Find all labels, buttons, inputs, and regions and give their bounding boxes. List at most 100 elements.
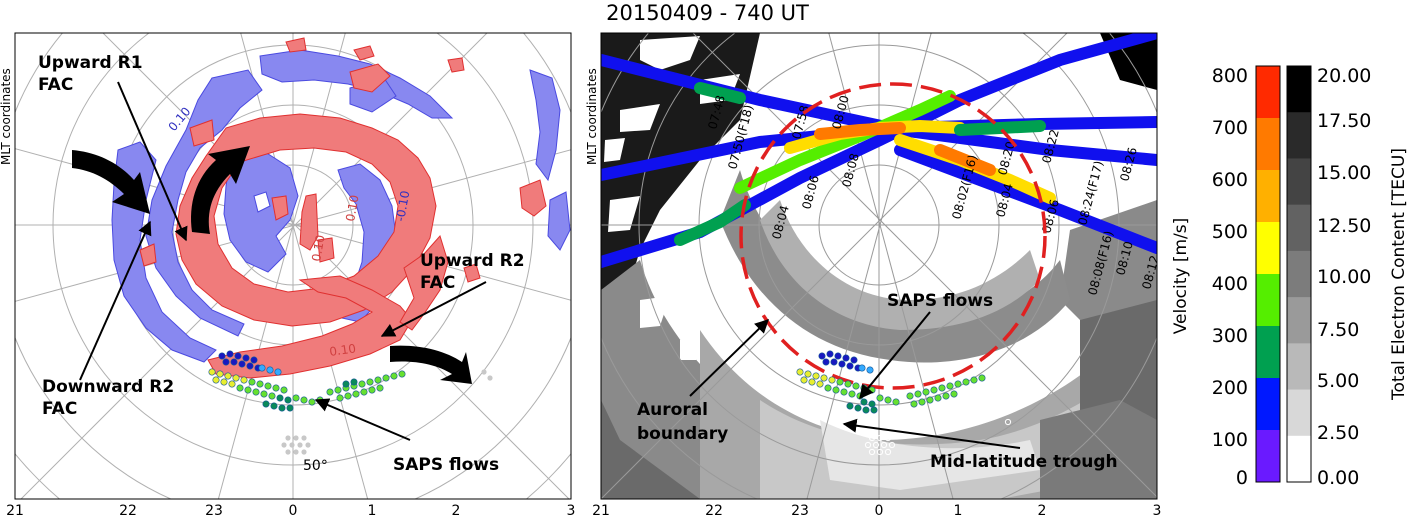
velocity-swatch bbox=[1256, 170, 1280, 223]
figure-title: 20150409 - 740 UT bbox=[606, 1, 809, 25]
pointer-line bbox=[842, 418, 1021, 449]
tec-swatch bbox=[1287, 389, 1311, 437]
x-tick: 21 bbox=[6, 503, 24, 519]
contour-label: 0.10 bbox=[343, 194, 361, 223]
velocity-tick: 200 bbox=[1212, 377, 1248, 399]
upward-r1-label: Upward R1 bbox=[38, 53, 143, 73]
tec-tick: 2.50 bbox=[1317, 422, 1359, 444]
upward-r2-label: Upward R2 bbox=[420, 251, 525, 271]
latitude-label: 50° bbox=[303, 458, 328, 474]
tec-colorbar: 20.00 17.50 15.00 12.50 10.00 7.50 5.00 … bbox=[1286, 65, 1409, 489]
right-pointer-lines bbox=[689, 311, 1021, 449]
x-tick: 3 bbox=[567, 503, 576, 519]
left-panel: 0.10 0.10 0.10 -0.10 0.10 50° bbox=[0, 32, 575, 519]
velocity-ticks: 800 700 600 500 400 300 200 100 0 bbox=[1212, 65, 1248, 489]
tec-ticks: 20.00 17.50 15.00 12.50 10.00 7.50 5.00 … bbox=[1317, 65, 1371, 489]
left-saps-vectors bbox=[208, 350, 493, 455]
x-tick: 2 bbox=[1038, 503, 1047, 519]
x-tick: 22 bbox=[119, 503, 137, 519]
x-tick: 2 bbox=[452, 503, 461, 519]
x-tick: 0 bbox=[289, 503, 298, 519]
velocity-swatch bbox=[1256, 378, 1280, 431]
satellite-track bbox=[674, 199, 751, 246]
tec-tick: 5.00 bbox=[1317, 370, 1359, 392]
x-tick: 23 bbox=[205, 503, 223, 519]
left-annotations: Upward R1 FAC Upward R2 FAC Downward R2 … bbox=[38, 53, 525, 475]
trough-label: Mid-latitude trough bbox=[930, 452, 1118, 472]
velocity-swatch bbox=[1256, 118, 1280, 171]
contour-label: 0.10 bbox=[309, 234, 327, 263]
tec-tick: 17.50 bbox=[1317, 110, 1371, 132]
tec-swatch bbox=[1287, 297, 1311, 344]
velocity-tick: 400 bbox=[1212, 273, 1248, 295]
tec-tick: 15.00 bbox=[1317, 162, 1371, 184]
velocity-tick: 0 bbox=[1236, 467, 1248, 489]
left-pointer-lines bbox=[79, 81, 487, 441]
x-tick: 0 bbox=[875, 503, 884, 519]
tec-tick: 20.00 bbox=[1317, 65, 1371, 87]
satellite-track bbox=[954, 120, 1046, 136]
right-x-ticks: 21 22 23 0 1 2 3 bbox=[592, 503, 1161, 519]
tec-map bbox=[601, 33, 1157, 499]
velocity-tick: 300 bbox=[1212, 325, 1248, 347]
velocity-label: Velocity [m/s] bbox=[1171, 218, 1191, 335]
velocity-swatch bbox=[1256, 66, 1280, 119]
left-polar-grid bbox=[15, 33, 571, 499]
tec-swatch bbox=[1287, 112, 1311, 159]
pointer-line bbox=[79, 220, 152, 381]
left-frame bbox=[14, 32, 572, 500]
upward-fac-regions bbox=[139, 37, 547, 379]
auroral-boundary-label-2: boundary bbox=[637, 424, 728, 444]
tec-swatch bbox=[1287, 250, 1311, 298]
auroral-boundary-label: Auroral bbox=[637, 400, 708, 420]
tec-tick: 7.50 bbox=[1317, 319, 1359, 341]
tec-swatch bbox=[1287, 204, 1311, 252]
satellite-track bbox=[814, 122, 906, 140]
velocity-swatch bbox=[1256, 326, 1280, 379]
left-side-label: MLT coordinates bbox=[0, 68, 13, 165]
tec-swatch bbox=[1287, 66, 1311, 113]
upward-r2-label-2: FAC bbox=[420, 273, 455, 293]
pointer-line bbox=[380, 281, 487, 337]
velocity-colorbar: 800 700 600 500 400 300 200 100 0 Veloci… bbox=[1171, 65, 1281, 489]
x-tick: 3 bbox=[1153, 503, 1162, 519]
pointer-line bbox=[117, 81, 188, 242]
satellite-track bbox=[694, 82, 746, 104]
right-saps-vectors bbox=[796, 350, 1076, 456]
left-flow-arrows bbox=[72, 146, 472, 384]
x-tick: 22 bbox=[705, 503, 723, 519]
pointer-line bbox=[859, 311, 931, 400]
contour-label: -0.10 bbox=[393, 189, 412, 222]
x-tick: 1 bbox=[954, 503, 963, 519]
saps-label: SAPS flows bbox=[887, 291, 993, 311]
upward-r1-label-2: FAC bbox=[38, 75, 73, 95]
tec-swatch bbox=[1287, 343, 1311, 391]
right-frame bbox=[600, 32, 1158, 500]
x-tick: 1 bbox=[368, 503, 377, 519]
satellite-track bbox=[934, 144, 996, 176]
x-tick: 23 bbox=[791, 503, 809, 519]
right-annotations: SAPS flows Auroral boundary Mid-latitude… bbox=[637, 291, 1118, 472]
velocity-tick: 600 bbox=[1212, 169, 1248, 191]
downward-r2-label: Downward R2 bbox=[42, 377, 174, 397]
velocity-swatch bbox=[1256, 430, 1280, 483]
saps-label: SAPS flows bbox=[393, 455, 499, 475]
pointer-line bbox=[314, 398, 411, 441]
satellite-tracks bbox=[601, 33, 1157, 268]
pointer-line bbox=[689, 319, 770, 397]
tec-label: Total Electron Content [TECU] bbox=[1389, 148, 1409, 401]
flow-arrow bbox=[191, 146, 250, 234]
downward-r2-label-2: FAC bbox=[42, 399, 77, 419]
right-side-label: MLT coordinates bbox=[585, 68, 599, 165]
satellite-track bbox=[894, 144, 1157, 254]
tec-swatch bbox=[1287, 158, 1311, 206]
tec-tick: 10.00 bbox=[1317, 266, 1371, 288]
left-x-ticks: 21 22 23 0 1 2 3 bbox=[6, 503, 575, 519]
flow-arrow bbox=[390, 345, 472, 384]
velocity-tick: 700 bbox=[1212, 117, 1248, 139]
x-tick: 21 bbox=[592, 503, 610, 519]
right-panel: 08:26 08:24(F17) 08:22 08:20 08:12 08:10… bbox=[585, 32, 1161, 519]
velocity-tick: 800 bbox=[1212, 65, 1248, 87]
tec-tick: 12.50 bbox=[1317, 215, 1371, 237]
